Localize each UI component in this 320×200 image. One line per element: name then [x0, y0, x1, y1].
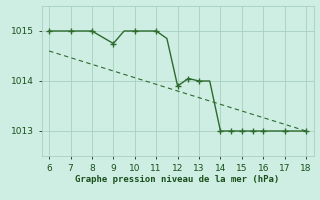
- X-axis label: Graphe pression niveau de la mer (hPa): Graphe pression niveau de la mer (hPa): [76, 175, 280, 184]
